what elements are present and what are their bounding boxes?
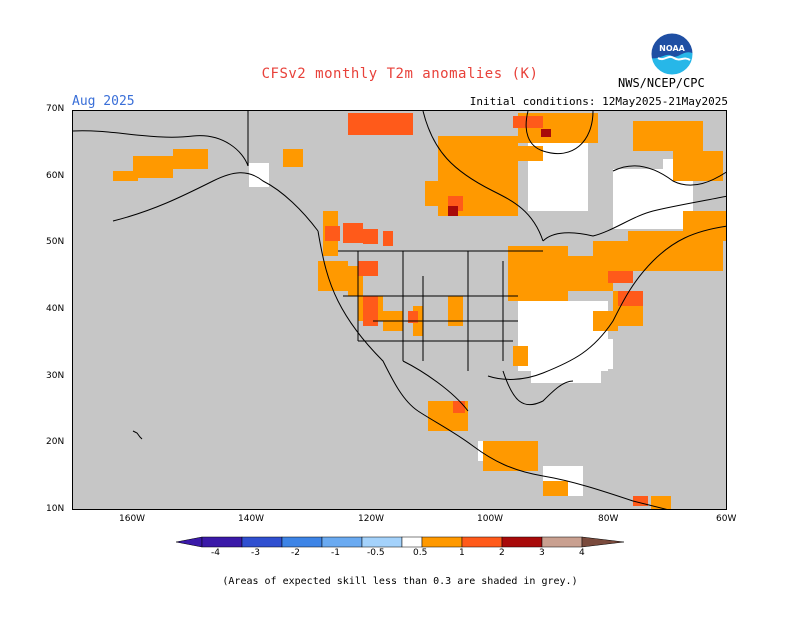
initial-conditions: Initial conditions: 12May2025-21May2025: [469, 95, 728, 108]
lat-label: 10N: [46, 504, 65, 514]
map-canvas: [73, 111, 726, 509]
forecast-month: Aug 2025: [72, 94, 135, 109]
coastlines: [73, 111, 726, 509]
lon-label: 100W: [477, 514, 504, 524]
lon-label: 140W: [238, 514, 265, 524]
colorbar-label: -2: [291, 548, 300, 558]
lon-label: 160W: [119, 514, 146, 524]
lat-label: 60N: [46, 171, 65, 181]
strong-warm-anomaly-regions: [325, 113, 648, 506]
lat-label: 40N: [46, 304, 65, 314]
lat-label: 50N: [46, 237, 65, 247]
lat-label: 20N: [46, 437, 65, 447]
colorbar-label: -0.5: [367, 548, 385, 558]
lon-label: 60W: [716, 514, 737, 524]
colorbar-label: -4: [211, 548, 220, 558]
color-scale-bar: [176, 536, 625, 548]
svg-text:NOAA: NOAA: [659, 44, 685, 53]
state-borders: [338, 250, 543, 412]
colorbar-label: 3: [539, 548, 545, 558]
colorbar-label: 1: [459, 548, 465, 558]
noaa-logo: NOAA: [650, 32, 694, 76]
map-title: CFSv2 monthly T2m anomalies (K): [261, 66, 539, 82]
anomaly-map: [72, 110, 727, 510]
agency-label: NWS/NCEP/CPC: [618, 76, 705, 90]
colorbar-label: 2: [499, 548, 505, 558]
lon-label: 80W: [598, 514, 619, 524]
colorbar-label: -1: [331, 548, 340, 558]
colorbar-label: -3: [251, 548, 260, 558]
extreme-warm-anomaly-regions: [448, 129, 551, 216]
colorbar-label: 4: [579, 548, 585, 558]
colorbar-label: 0.5: [413, 548, 428, 558]
skill-footnote: (Areas of expected skill less than 0.3 a…: [222, 576, 578, 587]
lat-label: 30N: [46, 371, 65, 381]
lon-label: 120W: [358, 514, 385, 524]
lat-label: 70N: [46, 104, 65, 114]
